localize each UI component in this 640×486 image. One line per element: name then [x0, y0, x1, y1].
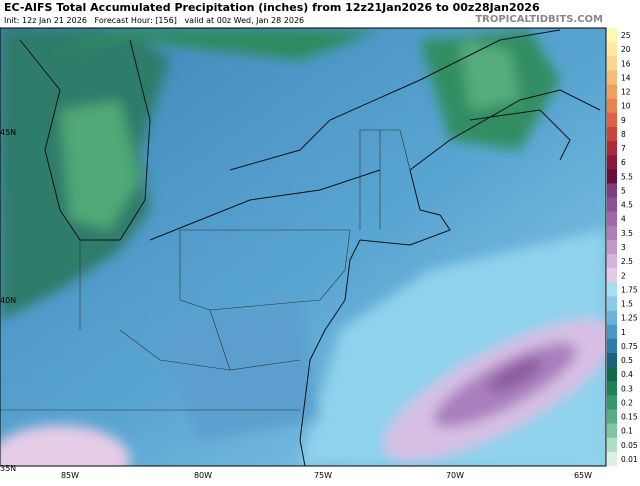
colorbar-label: 2 [621, 271, 626, 280]
lon-label: 80W [194, 471, 212, 480]
colorbar-label: 0.15 [621, 413, 638, 422]
color-swatch [607, 338, 617, 354]
color-swatch [607, 169, 617, 184]
color-swatch [607, 183, 617, 198]
colorbar-label: 8 [621, 130, 626, 139]
lon-label: 85W [61, 471, 79, 480]
colorbar-label: 25 [621, 31, 631, 40]
color-swatch [607, 381, 617, 396]
colorbar-label: 6 [621, 158, 626, 167]
color-swatch [607, 98, 617, 114]
lon-labels: 85W 80W 75W 70W 65W [61, 471, 592, 480]
color-swatch [607, 112, 617, 128]
lon-label: 70W [446, 471, 464, 480]
color-swatch [607, 310, 617, 326]
subtitle: Init: 12z Jan 21 2026 Forecast Hour: [15… [4, 16, 304, 25]
color-swatch [607, 211, 617, 227]
coastlines [19, 29, 601, 466]
color-swatch [607, 56, 617, 71]
colorbar-label: 0.2 [621, 398, 633, 407]
colorbar-label: 0.3 [621, 384, 633, 393]
colorbar-label: 20 [621, 45, 631, 54]
colorbar-label: 0.01 [621, 455, 638, 464]
color-swatch [607, 296, 617, 311]
colorbar-label: 3 [621, 243, 626, 252]
color-swatch [607, 239, 617, 255]
colorbar-label: 0.5 [621, 356, 633, 365]
color-swatch [607, 254, 617, 269]
colorbar: 25 20 16 14 12 10 9 8 7 6 5.5 5 4.5 4 3.5 3 2.5 2 1.75 1.5 1… [607, 28, 638, 467]
lat-labels: 45N 40N 35N [0, 128, 16, 473]
color-swatch [607, 141, 617, 156]
colorbar-label: 9 [621, 116, 626, 125]
color-swatch [607, 395, 617, 410]
precip-shading [0, 28, 606, 466]
color-swatch [607, 70, 617, 85]
colorbar-label: 1 [621, 328, 626, 337]
colorbar-label: 16 [621, 59, 631, 68]
colorbar-label: 10 [621, 102, 631, 111]
lat-label: 40N [0, 296, 16, 305]
color-swatch [607, 126, 617, 142]
colorbar-label: 5.5 [621, 172, 633, 181]
colorbar-label: 1.25 [621, 314, 638, 323]
color-swatch [607, 84, 617, 99]
lon-label: 75W [314, 471, 332, 480]
colorbar-label: 0.75 [621, 342, 638, 351]
colorbar-label: 2.5 [621, 257, 633, 266]
colorbar-label: 3.5 [621, 229, 633, 238]
color-swatch [607, 423, 617, 439]
color-swatch [607, 155, 617, 170]
color-swatch [607, 409, 617, 424]
colorbar-label: 14 [621, 73, 631, 82]
site-credit: TROPICALTIDBITS.COM [475, 14, 603, 25]
colorbar-label: 1.75 [621, 285, 638, 294]
state-borders [0, 129, 411, 411]
colorbar-label: 0.1 [621, 427, 633, 436]
colorbar-label: 12 [621, 88, 631, 97]
lat-label: 45N [0, 128, 16, 137]
map-frame [0, 27, 607, 467]
lat-label: 35N [0, 464, 16, 473]
color-swatch [607, 437, 617, 453]
title: EC-AIFS Total Accumulated Precipitation … [4, 1, 540, 14]
color-swatch [607, 324, 617, 340]
color-swatch [607, 451, 617, 467]
color-swatch [607, 268, 617, 283]
lon-label: 65W [574, 471, 592, 480]
map-area [0, 28, 606, 466]
color-swatch [607, 282, 617, 297]
colorbar-label: 0.05 [621, 441, 638, 450]
colorbar-label: 5 [621, 186, 626, 195]
colorbar-label: 1.5 [621, 300, 633, 309]
colorbar-label: 4.5 [621, 201, 633, 210]
color-swatch [607, 367, 617, 382]
colorbar-label: 7 [621, 144, 626, 153]
color-swatch [607, 225, 617, 241]
colorbar-label: 0.4 [621, 370, 633, 379]
color-swatch [607, 28, 617, 43]
color-swatch [607, 42, 617, 57]
color-swatch [607, 197, 617, 212]
colorbar-label: 4 [621, 215, 626, 224]
color-swatch [607, 352, 617, 368]
